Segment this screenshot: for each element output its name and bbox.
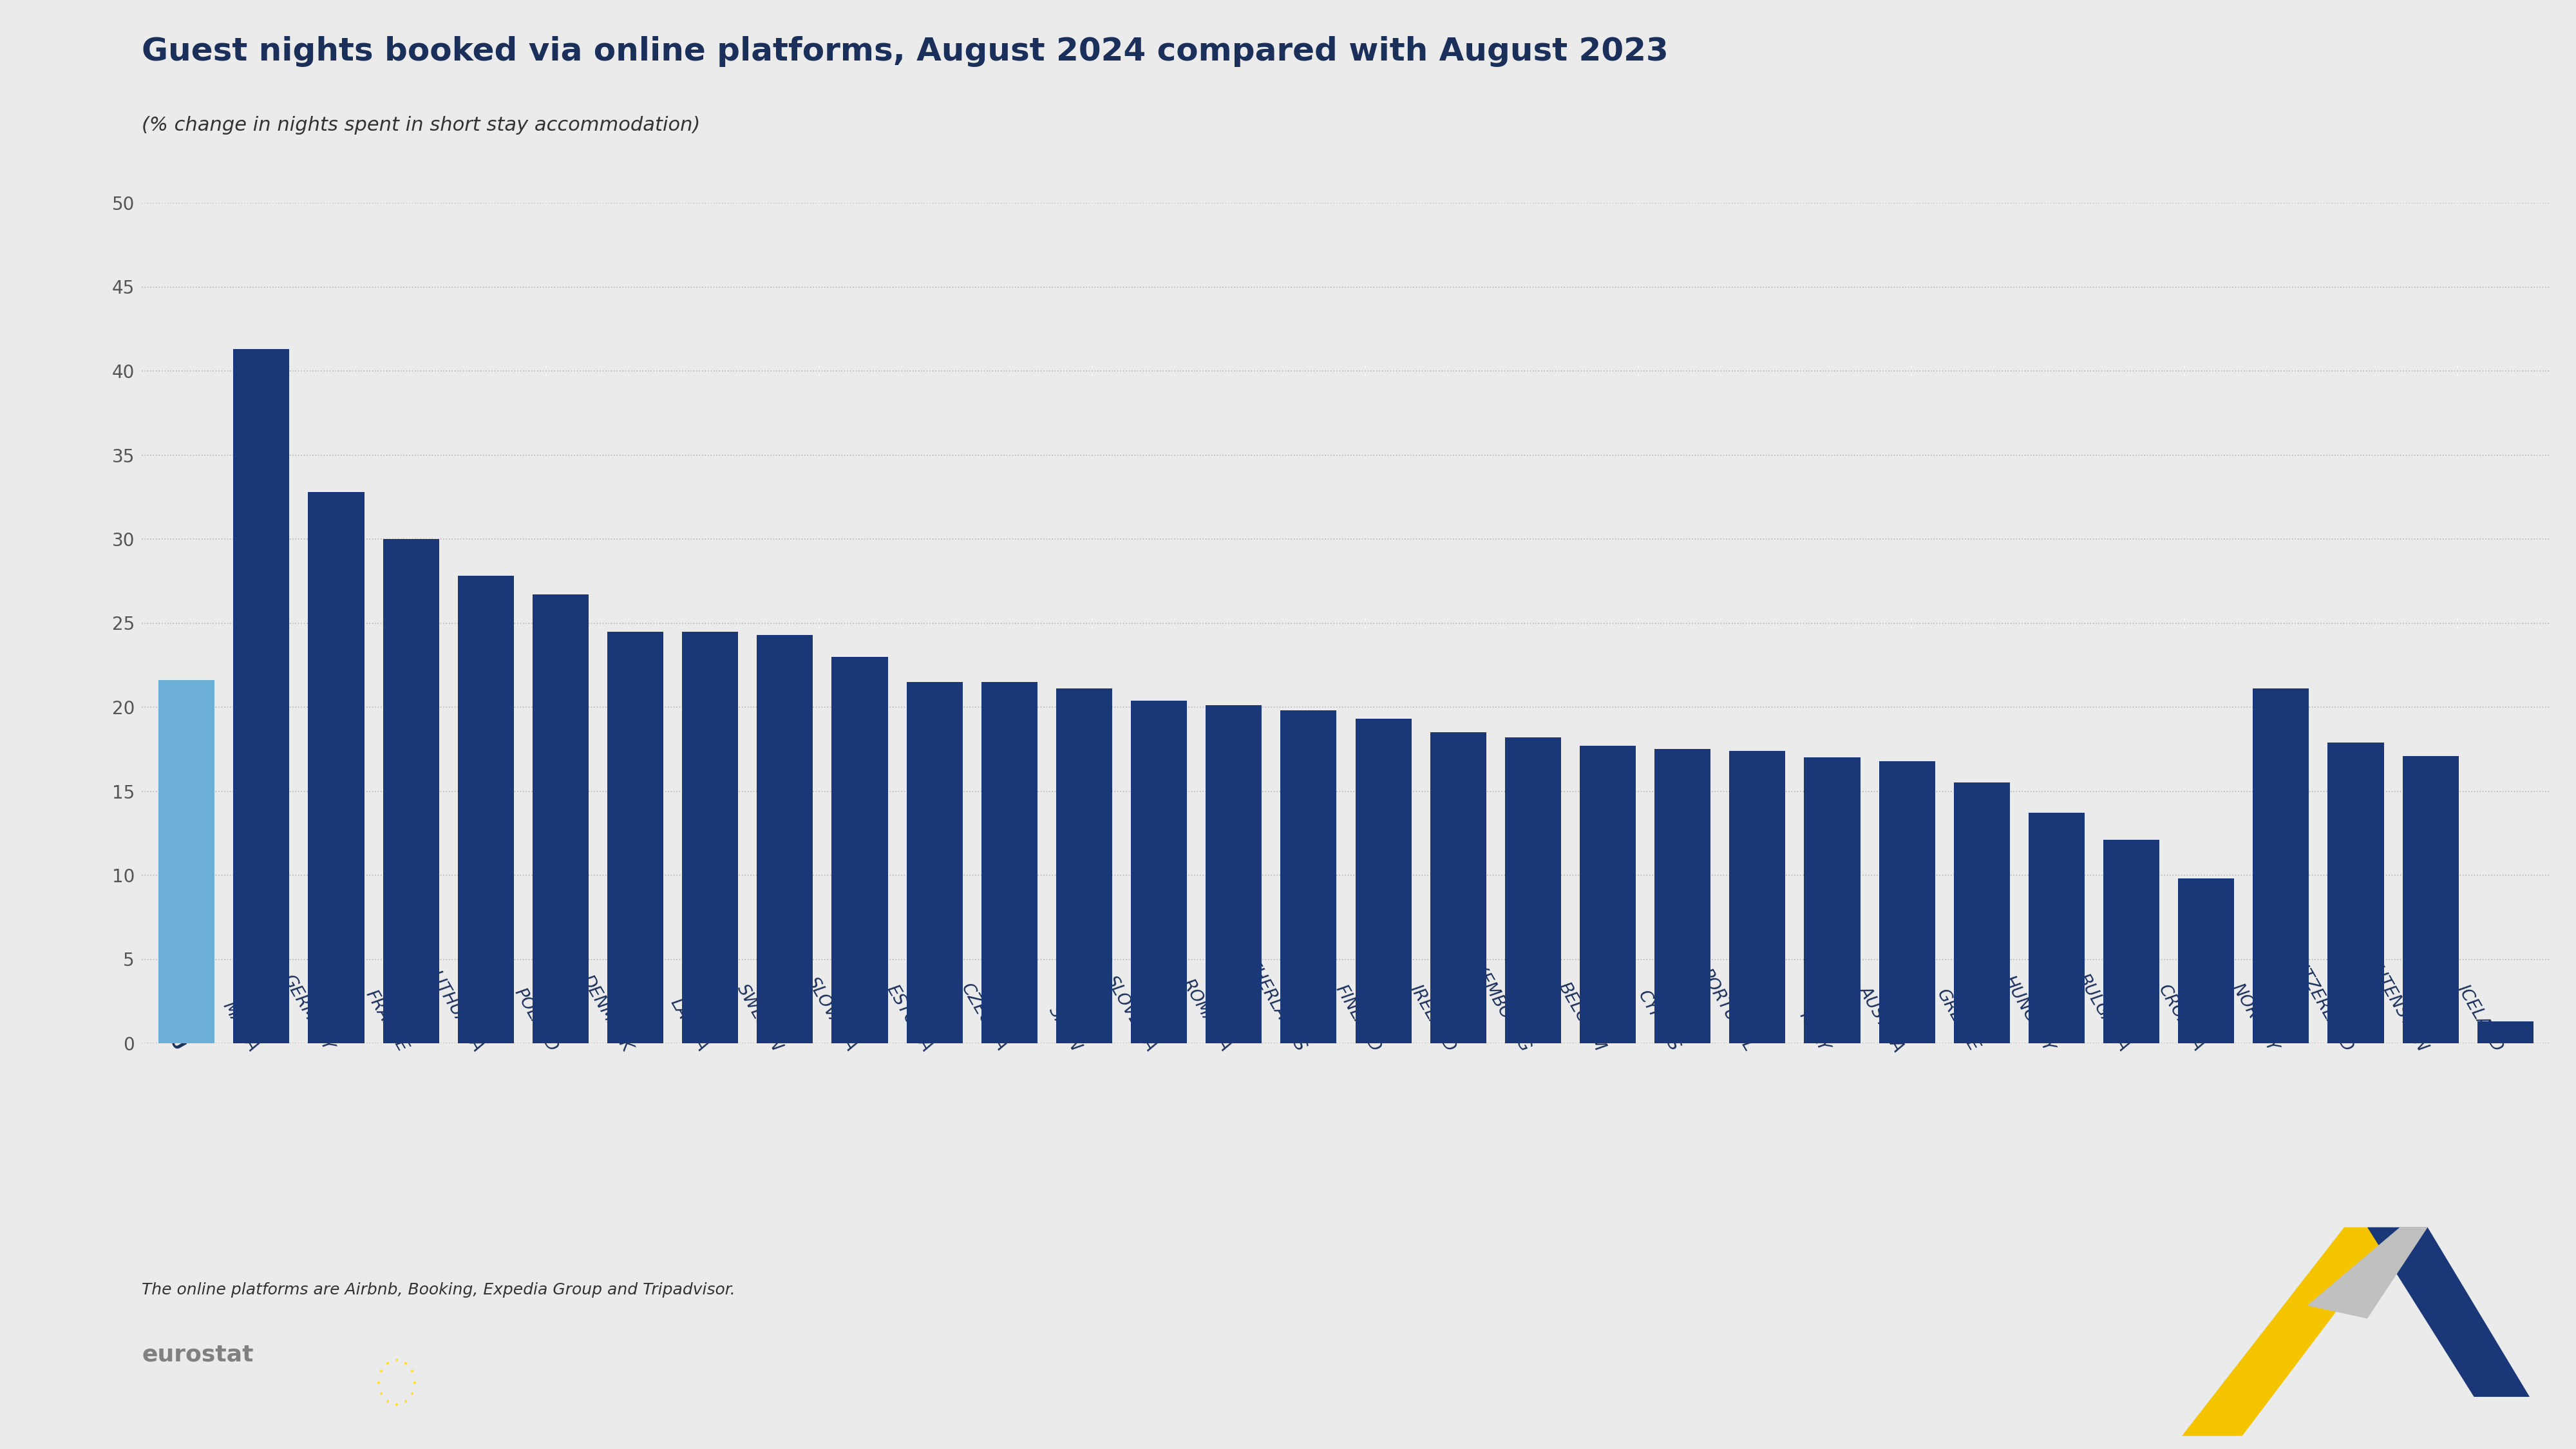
Polygon shape bbox=[2182, 1227, 2401, 1436]
Bar bbox=[1504, 738, 1561, 1043]
Bar bbox=[1131, 700, 1188, 1043]
Bar bbox=[1206, 706, 1262, 1043]
Bar bbox=[1355, 719, 1412, 1043]
Text: eurostat: eurostat bbox=[142, 1343, 252, 1366]
Bar bbox=[1654, 749, 1710, 1043]
Bar bbox=[234, 349, 289, 1043]
Bar bbox=[608, 632, 665, 1043]
Bar bbox=[309, 493, 363, 1043]
Bar bbox=[981, 682, 1038, 1043]
Bar bbox=[757, 635, 814, 1043]
Bar bbox=[832, 656, 889, 1043]
Bar bbox=[1430, 732, 1486, 1043]
Bar bbox=[907, 682, 963, 1043]
Bar bbox=[2254, 688, 2308, 1043]
Bar bbox=[2105, 840, 2159, 1043]
Bar bbox=[1878, 761, 1935, 1043]
Bar bbox=[1579, 746, 1636, 1043]
Bar bbox=[2027, 813, 2084, 1043]
Bar bbox=[459, 577, 513, 1043]
Bar bbox=[2329, 742, 2383, 1043]
Text: The online platforms are Airbnb, Booking, Expedia Group and Tripadvisor.: The online platforms are Airbnb, Booking… bbox=[142, 1282, 734, 1298]
Bar bbox=[1728, 751, 1785, 1043]
Bar bbox=[1056, 688, 1113, 1043]
Bar bbox=[533, 594, 587, 1043]
Bar bbox=[1280, 710, 1337, 1043]
Bar bbox=[1953, 782, 2009, 1043]
Bar bbox=[2179, 878, 2233, 1043]
Text: (% change in nights spent in short stay accommodation): (% change in nights spent in short stay … bbox=[142, 116, 701, 135]
Bar bbox=[384, 539, 438, 1043]
Bar bbox=[1803, 758, 1860, 1043]
Bar bbox=[160, 680, 214, 1043]
Polygon shape bbox=[2308, 1227, 2427, 1319]
Text: Guest nights booked via online platforms, August 2024 compared with August 2023: Guest nights booked via online platforms… bbox=[142, 36, 1669, 67]
Bar bbox=[2478, 1022, 2532, 1043]
Polygon shape bbox=[2367, 1227, 2530, 1397]
Bar bbox=[2403, 756, 2458, 1043]
Bar bbox=[683, 632, 739, 1043]
